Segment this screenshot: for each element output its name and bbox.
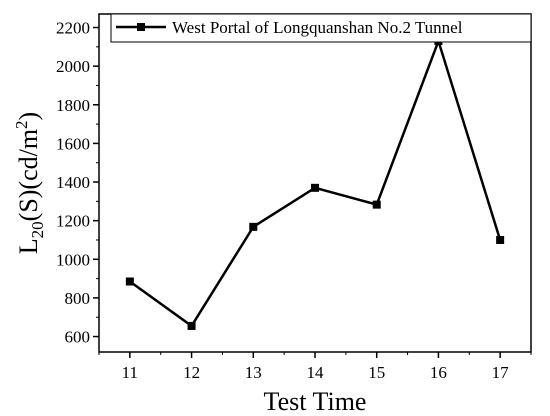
series-line	[129, 37, 502, 328]
legend: West Portal of Longquanshan No.2 Tunnel	[110, 13, 532, 43]
data-point	[125, 277, 134, 286]
y-tick-label: 1400	[56, 173, 90, 192]
data-point	[311, 183, 319, 192]
x-axis-title: Test Time	[264, 387, 367, 416]
data-point	[496, 235, 505, 244]
y-tick-label: 1600	[56, 134, 90, 153]
y-axis-title-superscript: 2	[12, 120, 31, 129]
x-tick-label: 17	[492, 363, 510, 382]
legend-box	[110, 13, 532, 43]
x-tick-label: 11	[122, 363, 138, 382]
x-axis: 11 12 13 14 15 16 17	[98, 352, 532, 382]
plot-frame	[98, 13, 532, 353]
y-tick-label: 800	[65, 289, 91, 308]
legend-label: West Portal of Longquanshan No.2 Tunnel	[172, 18, 463, 37]
y-axis-title-end: )	[14, 112, 43, 121]
y-axis-title-base: L	[14, 238, 43, 254]
data-point	[187, 321, 196, 330]
y-tick-label: 1000	[56, 250, 90, 269]
y-axis-title-subscript: 20	[28, 221, 47, 238]
y-axis-title: L20(S)(cd/m2)	[12, 112, 47, 254]
x-tick-label: 12	[183, 363, 200, 382]
data-point	[249, 222, 258, 231]
plot-area-border	[98, 13, 532, 353]
legend-marker	[137, 23, 145, 31]
y-tick-label: 2200	[56, 19, 90, 38]
y-tick-label: 1800	[56, 96, 90, 115]
y-axis-title-middle: (S)(cd/m	[14, 129, 43, 221]
series-group	[125, 37, 505, 330]
y-tick-label: 600	[65, 328, 91, 347]
x-tick-label: 15	[368, 363, 385, 382]
x-tick-label: 13	[245, 363, 262, 382]
x-tick-label: 14	[307, 363, 325, 382]
y-tick-label: 1200	[56, 212, 90, 231]
data-point	[372, 200, 381, 209]
x-tick-label: 16	[430, 363, 447, 382]
y-axis: 600 800 1000 1200 1400 1600 1800 2000 2200	[56, 19, 99, 347]
y-tick-label: 2000	[56, 57, 90, 76]
